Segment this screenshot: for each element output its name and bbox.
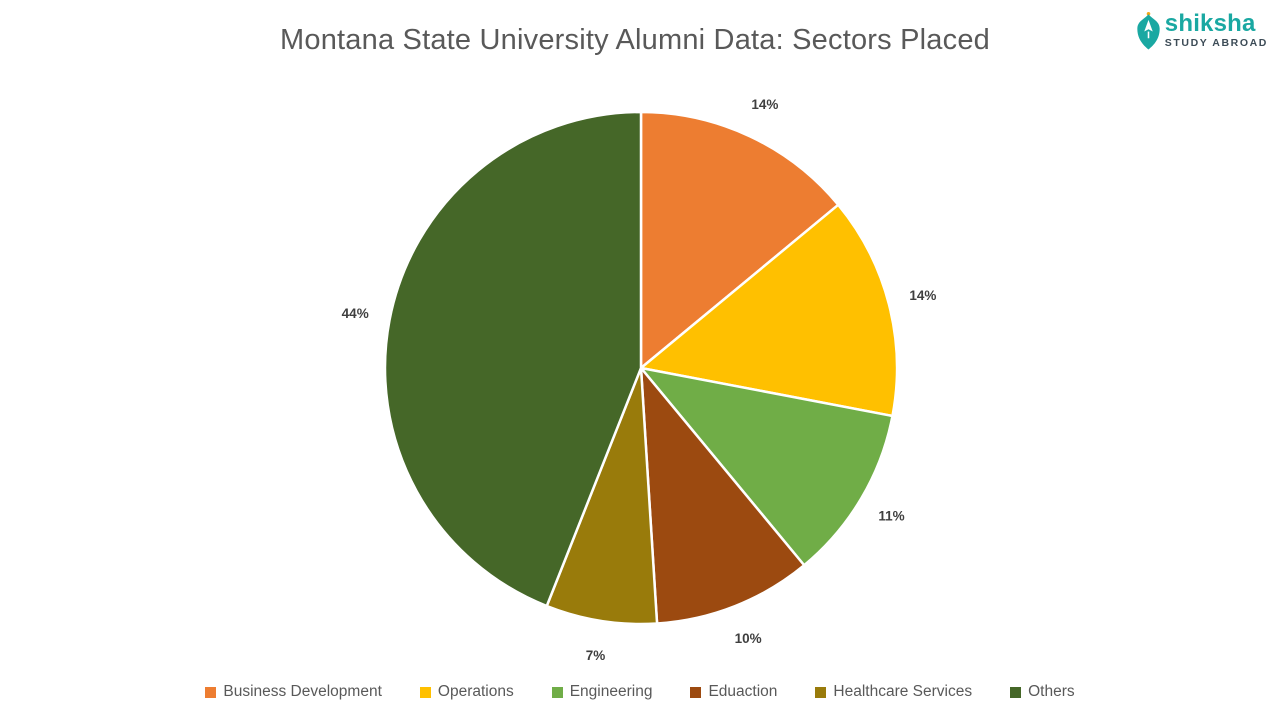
pie-slice-business-development bbox=[639, 110, 840, 370]
shiksha-logo: shiksha STUDY ABROAD bbox=[1135, 12, 1268, 55]
legend-label-eduaction: Eduaction bbox=[708, 683, 778, 700]
legend-item-operations: Operations bbox=[419, 683, 514, 701]
legend-item-eduaction: Eduaction bbox=[690, 683, 777, 701]
legend-label-engineering: Engineering bbox=[569, 683, 653, 700]
pie-data-label-healthcare-services: 7% bbox=[586, 648, 606, 663]
brand-name: shiksha bbox=[1164, 10, 1256, 37]
pie-slice-operations bbox=[639, 203, 899, 418]
legend-swatch-engineering bbox=[551, 686, 563, 698]
pie-slice-others bbox=[383, 110, 643, 608]
legend-item-others: Others bbox=[1010, 683, 1075, 701]
chart-legend: Business Development Operations Engineerin… bbox=[0, 683, 1280, 701]
legend-swatch-operations bbox=[419, 686, 431, 698]
chart-title: Montana State University Alumni Data: Se… bbox=[280, 24, 990, 56]
pie-slice-healthcare-services bbox=[545, 366, 659, 626]
legend-swatch-others bbox=[1010, 686, 1022, 698]
legend-swatch-business-development bbox=[205, 686, 217, 698]
legend-item-business-development: Business Development bbox=[205, 683, 382, 701]
legend-item-engineering: Engineering bbox=[551, 683, 653, 701]
pie-data-label-engineering: 11% bbox=[878, 509, 904, 524]
pie-data-label-others: 44% bbox=[342, 306, 369, 321]
legend-swatch-eduaction bbox=[690, 686, 702, 698]
brand-tagline: STUDY ABROAD bbox=[1164, 37, 1268, 49]
pie-data-label-business-development: 14% bbox=[751, 97, 778, 112]
legend-label-healthcare-services: Healthcare Services bbox=[833, 683, 973, 700]
pie-slice-eduaction bbox=[639, 366, 806, 625]
pie-data-label-operations: 14% bbox=[909, 288, 936, 303]
pie-slice-engineering bbox=[639, 366, 894, 567]
pen-nib-plane-icon bbox=[1135, 12, 1162, 55]
pie-data-label-eduaction: 10% bbox=[735, 631, 762, 646]
legend-label-business-development: Business Development bbox=[223, 683, 382, 700]
legend-label-operations: Operations bbox=[437, 683, 514, 700]
legend-swatch-healthcare-services bbox=[815, 686, 827, 698]
legend-label-others: Others bbox=[1028, 683, 1075, 700]
legend-item-healthcare-services: Healthcare Services bbox=[815, 683, 972, 701]
